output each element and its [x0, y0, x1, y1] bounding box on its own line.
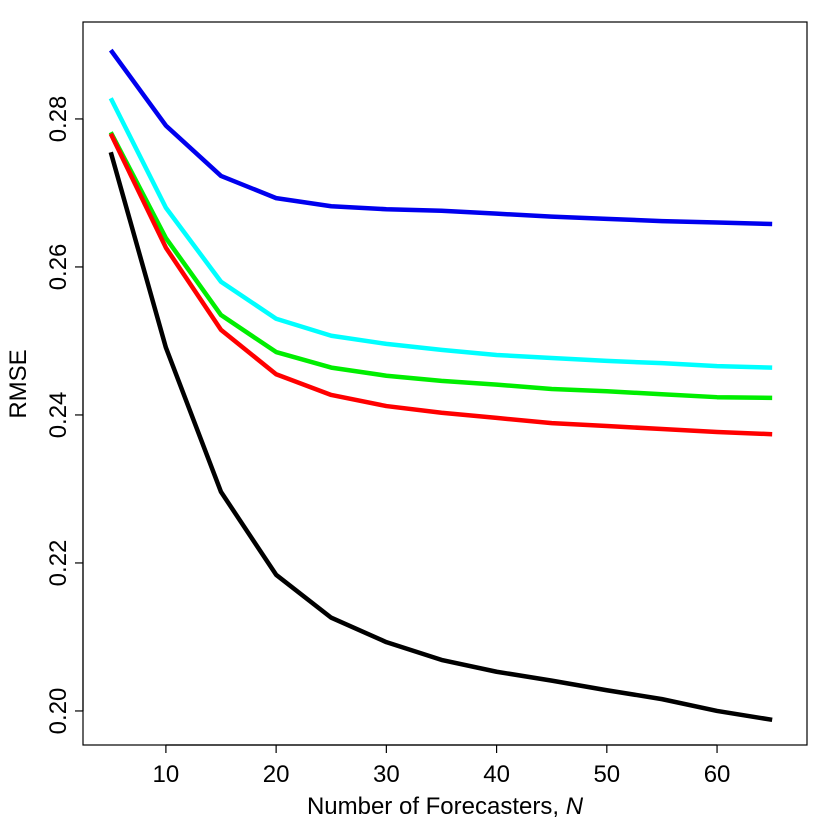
series-line: [108, 48, 773, 227]
x-tick-label: 30: [373, 761, 400, 788]
y-tick-label: 0.26: [45, 244, 72, 291]
x-tick-label: 40: [483, 761, 510, 788]
series-line: [108, 132, 773, 437]
y-tick-label: 0.22: [45, 540, 72, 587]
y-tick-label: 0.28: [45, 96, 72, 143]
y-axis-label: RMSE: [5, 349, 32, 418]
x-tick-label: 50: [593, 761, 620, 788]
series-line: [108, 151, 773, 723]
x-tick-label: 60: [704, 761, 731, 788]
plot-frame: [82, 21, 808, 746]
series-line: [108, 97, 773, 370]
series-line: [108, 131, 773, 401]
x-tick-label: 10: [153, 761, 180, 788]
x-axis-label-text: Number of Forecasters,: [307, 793, 559, 820]
x-tick-label: 20: [263, 761, 290, 788]
x-axis-label: Number of Forecasters, N: [307, 793, 584, 820]
y-tick-label: 0.20: [45, 688, 72, 735]
y-tick-label: 0.24: [45, 392, 72, 439]
x-axis-label-var: N: [566, 793, 584, 820]
